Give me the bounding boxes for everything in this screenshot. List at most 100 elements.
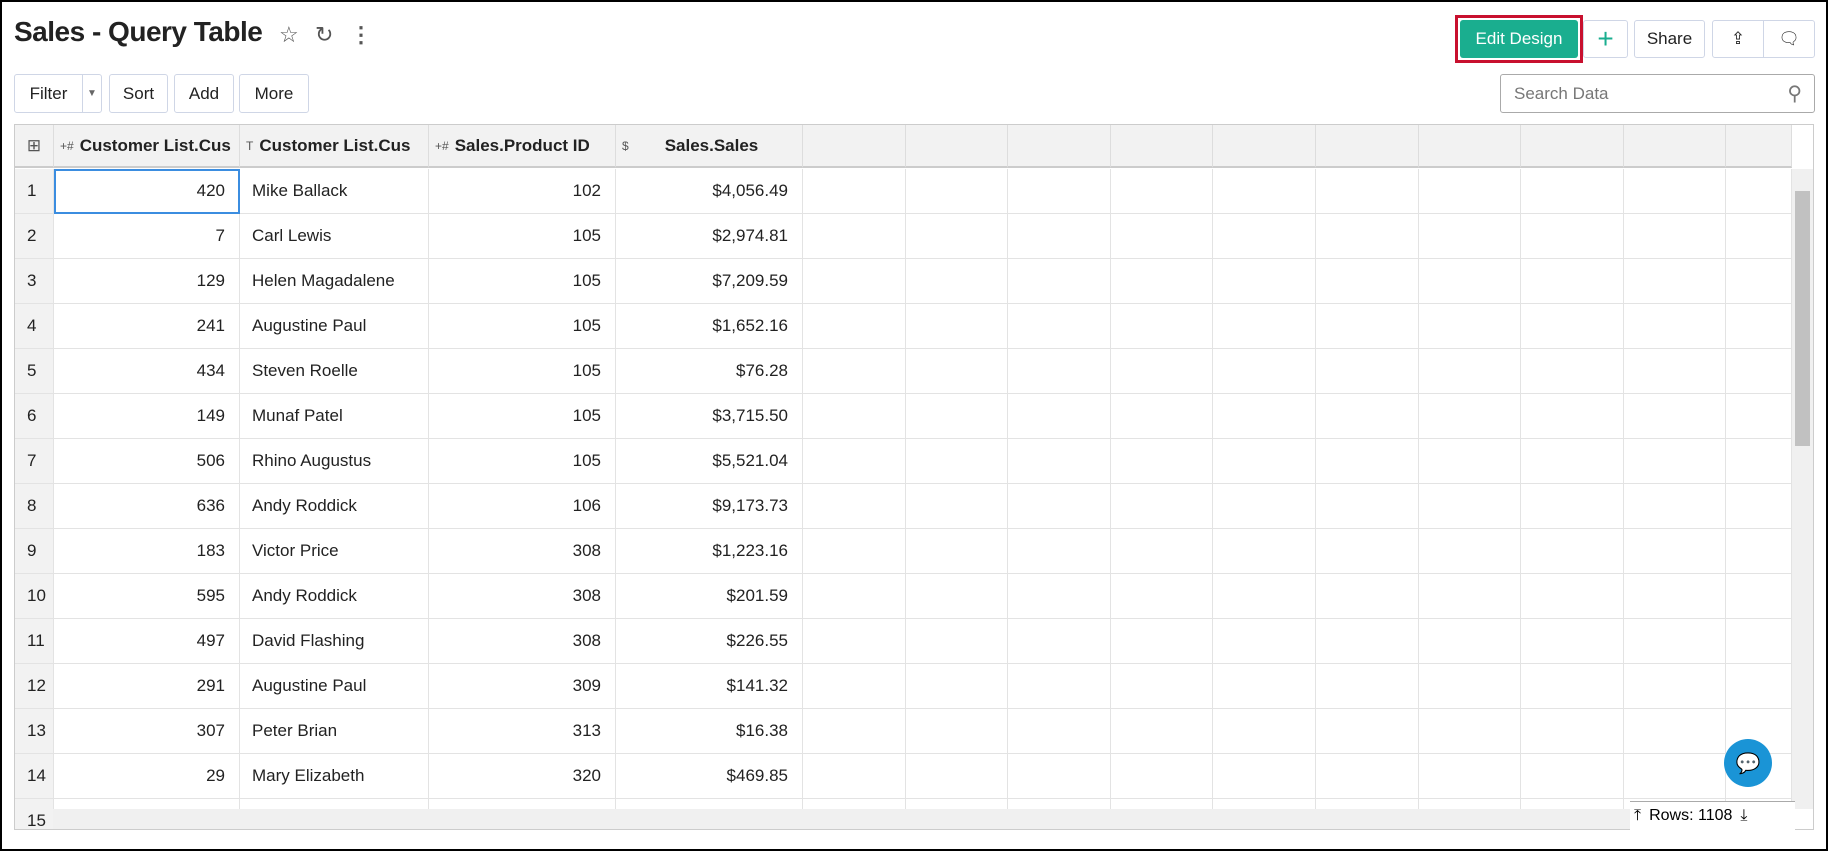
add-column-button[interactable]: Add (174, 74, 234, 113)
search-icon[interactable]: ⚲ (1787, 83, 1802, 105)
table-cell[interactable]: Munaf Patel (240, 394, 429, 439)
share-button[interactable]: Share (1634, 20, 1705, 58)
table-cell[interactable]: Carl Lewis (240, 214, 429, 259)
empty-cell (803, 529, 906, 574)
table-cell[interactable]: $9,173.73 (616, 484, 803, 529)
table-cell[interactable]: $4,056.49 (616, 169, 803, 214)
export-button[interactable]: ⇪ (1712, 20, 1764, 58)
table-cell[interactable]: 106 (429, 484, 616, 529)
empty-column-header (1418, 125, 1522, 168)
table-cell[interactable]: $16.38 (616, 709, 803, 754)
table-cell[interactable]: $5,521.04 (616, 439, 803, 484)
table-cell[interactable]: 420 (54, 169, 240, 214)
search-input[interactable]: Search Data ⚲ (1500, 74, 1815, 113)
column-header[interactable]: +# Sales.Product ID (429, 125, 616, 168)
table-cell[interactable]: 149 (54, 394, 240, 439)
edit-design-button[interactable]: Edit Design (1455, 15, 1583, 63)
table-cell[interactable]: Mary Elizabeth (240, 754, 429, 799)
table-cell[interactable]: David Flashing (240, 619, 429, 664)
table-cell[interactable]: 241 (54, 304, 240, 349)
table-cell[interactable]: Mike Ballack (240, 169, 429, 214)
scrollbar-thumb[interactable] (1795, 191, 1810, 446)
table-cell[interactable]: Steven Roelle (240, 349, 429, 394)
table-cell[interactable]: 105 (429, 394, 616, 439)
table-cell[interactable]: $76.28 (616, 349, 803, 394)
column-header[interactable]: $ Sales.Sales (616, 125, 803, 168)
table-cell[interactable]: 308 (429, 529, 616, 574)
table-cell[interactable]: Peter Brian (240, 709, 429, 754)
table-cell[interactable]: 29 (54, 754, 240, 799)
select-columns-header[interactable]: ⊞ (15, 125, 54, 168)
table-cell[interactable]: 308 (429, 619, 616, 664)
table-cell[interactable]: 497 (54, 619, 240, 664)
table-cell[interactable]: 105 (429, 439, 616, 484)
column-header[interactable]: T Customer List.Cus (240, 125, 429, 168)
table-cell[interactable]: 506 (54, 439, 240, 484)
table-cell[interactable]: $469.85 (616, 754, 803, 799)
empty-cell (1521, 304, 1624, 349)
scroll-bottom-icon[interactable]: ⤓ (1740, 807, 1748, 824)
table-cell[interactable]: $2,974.81 (616, 214, 803, 259)
table-cell[interactable]: 307 (54, 709, 240, 754)
table-cell[interactable]: 105 (429, 304, 616, 349)
table-cell[interactable]: Augustine Paul (240, 304, 429, 349)
empty-cell (1213, 304, 1316, 349)
star-icon[interactable]: ☆ (279, 22, 299, 47)
empty-cell (1418, 349, 1522, 394)
row-number: 1 (15, 169, 54, 214)
table-cell[interactable]: Augustine Paul (240, 664, 429, 709)
table-cell[interactable]: $1,223.16 (616, 529, 803, 574)
table-cell[interactable]: $201.59 (616, 574, 803, 619)
table-cell[interactable]: 105 (429, 349, 616, 394)
empty-cell (1008, 259, 1111, 304)
comments-button[interactable]: 🗨 (1763, 20, 1815, 58)
table-cell[interactable]: Andy Roddick (240, 574, 429, 619)
table-cell[interactable]: $3,715.50 (616, 394, 803, 439)
table-cell[interactable]: 7 (54, 214, 240, 259)
table-cell[interactable]: 105 (429, 214, 616, 259)
chat-button[interactable]: 💬 (1724, 739, 1772, 787)
table-cell[interactable]: 595 (54, 574, 240, 619)
table-cell[interactable]: 434 (54, 349, 240, 394)
empty-cell (1316, 529, 1419, 574)
add-button[interactable]: + (1583, 20, 1628, 58)
table-cell[interactable]: $1,652.16 (616, 304, 803, 349)
filter-button[interactable]: Filter (14, 74, 83, 113)
table-cell[interactable]: Rhino Augustus (240, 439, 429, 484)
table-cell[interactable]: 313 (429, 709, 616, 754)
sort-button[interactable]: Sort (109, 74, 168, 113)
empty-cell (1213, 169, 1316, 214)
table-cell[interactable]: $7,209.59 (616, 259, 803, 304)
more-options-icon[interactable]: ⋮ (350, 22, 372, 47)
table-cell[interactable]: $141.32 (616, 664, 803, 709)
scroll-top-icon[interactable]: ⤒ (1634, 807, 1642, 824)
empty-column-header (1316, 125, 1419, 168)
empty-cell (1008, 529, 1111, 574)
table-cell[interactable]: 183 (54, 529, 240, 574)
table-cell[interactable]: 129 (54, 259, 240, 304)
table-cell[interactable]: 320 (429, 754, 616, 799)
empty-cell (803, 259, 906, 304)
column-header[interactable]: +# Customer List.Cus (54, 125, 240, 168)
empty-cell (1008, 304, 1111, 349)
empty-cell (1726, 169, 1792, 214)
table-cell[interactable]: Victor Price (240, 529, 429, 574)
table-cell[interactable]: 309 (429, 664, 616, 709)
refresh-icon[interactable]: ↻ (315, 22, 334, 47)
vertical-scrollbar[interactable] (1792, 169, 1813, 809)
table-cell[interactable]: Helen Magadalene (240, 259, 429, 304)
table-cell[interactable]: 102 (429, 169, 616, 214)
filter-dropdown-button[interactable]: ▼ (82, 74, 102, 113)
table-cell[interactable]: 291 (54, 664, 240, 709)
more-button[interactable]: More (239, 74, 309, 113)
table-cell[interactable]: Andy Roddick (240, 484, 429, 529)
empty-cell (1726, 484, 1792, 529)
horizontal-scrollbar[interactable] (53, 809, 1793, 829)
empty-cell (1110, 484, 1214, 529)
table-cell[interactable]: 105 (429, 259, 616, 304)
table-cell[interactable]: 308 (429, 574, 616, 619)
table-cell[interactable]: 636 (54, 484, 240, 529)
empty-cell (1110, 664, 1214, 709)
empty-cell (1316, 664, 1419, 709)
table-cell[interactable]: $226.55 (616, 619, 803, 664)
